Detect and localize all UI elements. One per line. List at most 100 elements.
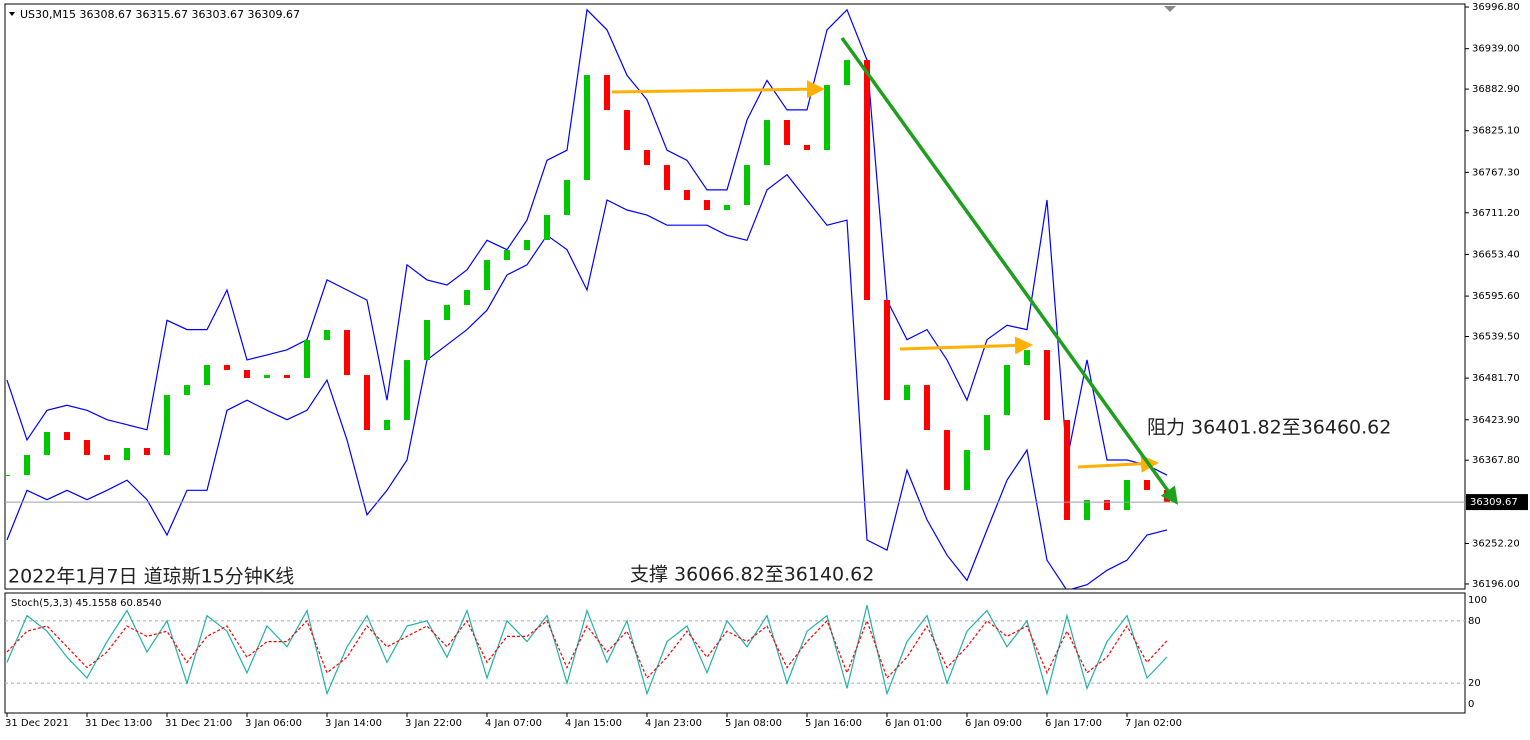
y-tick-label: 36882.90	[1472, 84, 1520, 95]
candle	[5, 475, 10, 477]
x-tick-label: 5 Jan 08:00	[725, 718, 782, 729]
candle	[104, 455, 110, 461]
candle	[1124, 480, 1130, 511]
candle	[604, 75, 610, 111]
annotation: 2022年1月7日 道琼斯15分钟K线	[8, 566, 294, 588]
candle	[524, 240, 530, 251]
candle	[844, 60, 850, 86]
candle	[684, 190, 690, 201]
arrow	[899, 336, 1033, 355]
candle	[624, 110, 630, 151]
candle	[764, 119, 770, 166]
candle	[244, 369, 250, 378]
y-tick-label: 80	[1468, 616, 1481, 627]
candle	[564, 180, 570, 216]
x-tick-label: 4 Jan 15:00	[565, 718, 622, 729]
candle	[324, 330, 330, 341]
x-tick-label: 31 Dec 2021	[5, 718, 69, 729]
candle	[364, 375, 370, 431]
candle	[904, 385, 910, 401]
shift-marker	[1164, 6, 1176, 12]
y-tick-label: 36539.50	[1472, 331, 1520, 342]
candle	[864, 60, 870, 301]
y-tick-label: 36825.10	[1472, 126, 1520, 137]
candle	[664, 165, 670, 191]
candle	[584, 75, 590, 181]
candle	[1064, 419, 1070, 520]
candle	[144, 448, 150, 456]
candle	[424, 319, 430, 361]
x-tick-label: 6 Jan 09:00	[965, 718, 1022, 729]
x-tick-label: 5 Jan 16:00	[805, 718, 862, 729]
upper-band	[6, 8, 1168, 476]
candle	[224, 365, 230, 370]
candle	[784, 119, 790, 145]
lower-band	[6, 173, 1168, 589]
candle	[464, 290, 470, 306]
y-tick-label: 36252.20	[1472, 538, 1520, 549]
candle	[64, 432, 70, 441]
y-tick-label: 36196.00	[1472, 579, 1520, 590]
y-tick-label: 36423.90	[1472, 415, 1520, 426]
y-tick-label: 36939.00	[1472, 44, 1520, 55]
candle	[344, 330, 350, 376]
candle	[1104, 500, 1110, 511]
y-tick-label: 36595.60	[1472, 291, 1520, 302]
candle	[724, 205, 730, 211]
y-tick-label: 36653.40	[1472, 249, 1520, 260]
candle	[964, 450, 970, 491]
x-tick-label: 31 Dec 21:00	[165, 718, 232, 729]
candle	[404, 360, 410, 420]
drawing-objects	[9, 6, 1179, 505]
candle	[24, 455, 30, 476]
menu-icon	[9, 12, 15, 16]
candle	[384, 419, 390, 431]
axes: 36996.80 36939.00 36882.90 36825.10 36767.30…	[5, 2, 1528, 729]
y-tick-label: 36996.80	[1472, 2, 1520, 13]
x-tick-label: 3 Jan 06:00	[245, 718, 302, 729]
y-tick-label: 36367.80	[1472, 455, 1520, 466]
candle	[644, 150, 650, 166]
y-tick-label: 36481.70	[1472, 373, 1520, 384]
candle	[484, 260, 490, 291]
candle	[704, 200, 710, 211]
x-tick-label: 4 Jan 23:00	[645, 718, 702, 729]
candle	[304, 340, 310, 378]
candle	[164, 394, 170, 456]
y-tick-label: 20	[1468, 678, 1481, 689]
stoch-pane	[4, 592, 1466, 714]
x-tick-label: 31 Dec 13:00	[85, 718, 152, 729]
x-tick-label: 6 Jan 17:00	[1045, 718, 1102, 729]
stoch-title: Stoch(5,3,3) 45.1558 60.8540	[11, 598, 162, 609]
candle	[284, 375, 290, 378]
y-tick-label: 0	[1468, 699, 1474, 710]
candle	[184, 385, 190, 395]
candle	[504, 250, 510, 261]
x-tick-label: 7 Jan 02:00	[1125, 718, 1182, 729]
candle	[884, 300, 890, 401]
x-tick-label: 6 Jan 01:00	[885, 718, 942, 729]
candle	[84, 440, 90, 456]
arrow	[611, 80, 825, 99]
arrow	[1077, 454, 1159, 473]
candle	[984, 415, 990, 451]
candle	[1004, 365, 1010, 416]
trend-line	[840, 36, 1179, 505]
annotation: 支撑 36066.82至36140.62	[630, 564, 874, 586]
candle	[1144, 480, 1150, 491]
candle	[944, 430, 950, 491]
candle	[544, 215, 550, 241]
y-tick-label: 100	[1468, 595, 1487, 606]
stoch-d	[6, 619, 1168, 680]
annotation: 阻力 36401.82至36460.62	[1147, 417, 1391, 439]
candle	[804, 144, 810, 151]
x-tick-label: 3 Jan 22:00	[405, 718, 462, 729]
price-pane	[4, 3, 1466, 590]
chart-title: US30,M15 36308.67 36315.67 36303.67 3630…	[20, 8, 300, 21]
candle	[1044, 350, 1050, 420]
candle	[124, 448, 130, 461]
current-price-label: 36309.67	[1470, 497, 1518, 508]
price-plot	[5, 8, 1170, 589]
candle	[204, 365, 210, 386]
